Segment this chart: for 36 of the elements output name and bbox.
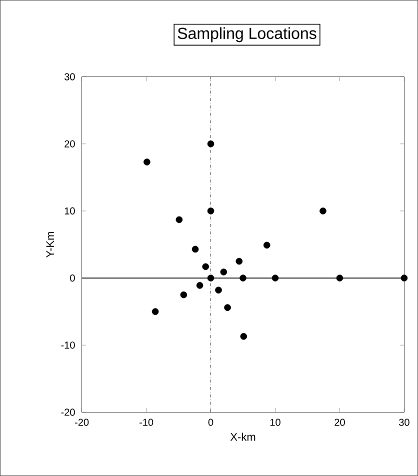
chart-title: Sampling Locations xyxy=(178,27,316,42)
point xyxy=(207,208,214,214)
point xyxy=(215,286,222,294)
point xyxy=(207,140,214,148)
x-tick-label: -10 xyxy=(140,418,154,426)
point xyxy=(336,274,344,282)
y-tick-label: -10 xyxy=(61,342,75,349)
point xyxy=(320,208,326,214)
x-tick-label: 10 xyxy=(270,418,280,426)
point xyxy=(176,216,183,224)
y-tick-label: -20 xyxy=(61,408,75,416)
y-tick-label: 0 xyxy=(70,274,75,282)
y-tick-label: 10 xyxy=(64,207,75,215)
x-tick-label: 30 xyxy=(399,418,410,426)
point xyxy=(152,308,159,315)
point xyxy=(196,282,204,289)
point xyxy=(207,274,214,282)
point xyxy=(240,274,246,282)
point xyxy=(144,158,150,166)
x-tick-label: 0 xyxy=(208,418,214,426)
x-tick-label: -20 xyxy=(75,418,89,426)
point xyxy=(192,246,199,253)
x-tick-label: 20 xyxy=(334,418,345,426)
point xyxy=(202,263,210,270)
point xyxy=(263,242,270,249)
point xyxy=(272,274,279,282)
point xyxy=(220,268,228,276)
y-tick-label: 20 xyxy=(64,140,75,148)
x-axis-title: X-km xyxy=(230,432,256,441)
point xyxy=(180,291,188,298)
point xyxy=(400,274,408,282)
point xyxy=(224,304,231,311)
point xyxy=(240,333,248,340)
y-axis-title: Y-Km xyxy=(46,232,54,258)
point xyxy=(236,258,243,265)
y-tick-label: 30 xyxy=(64,73,75,80)
